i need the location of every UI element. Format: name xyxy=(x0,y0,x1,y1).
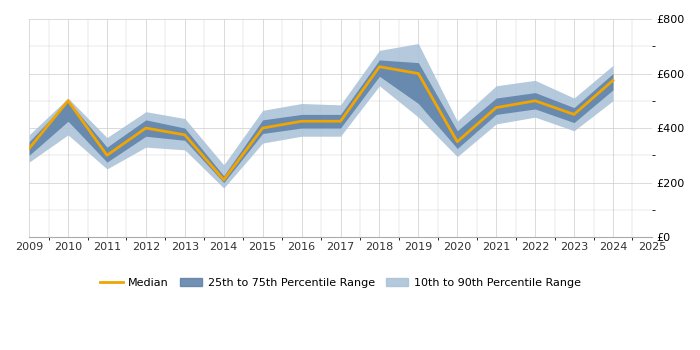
Legend: Median, 25th to 75th Percentile Range, 10th to 90th Percentile Range: Median, 25th to 75th Percentile Range, 1… xyxy=(96,274,585,293)
